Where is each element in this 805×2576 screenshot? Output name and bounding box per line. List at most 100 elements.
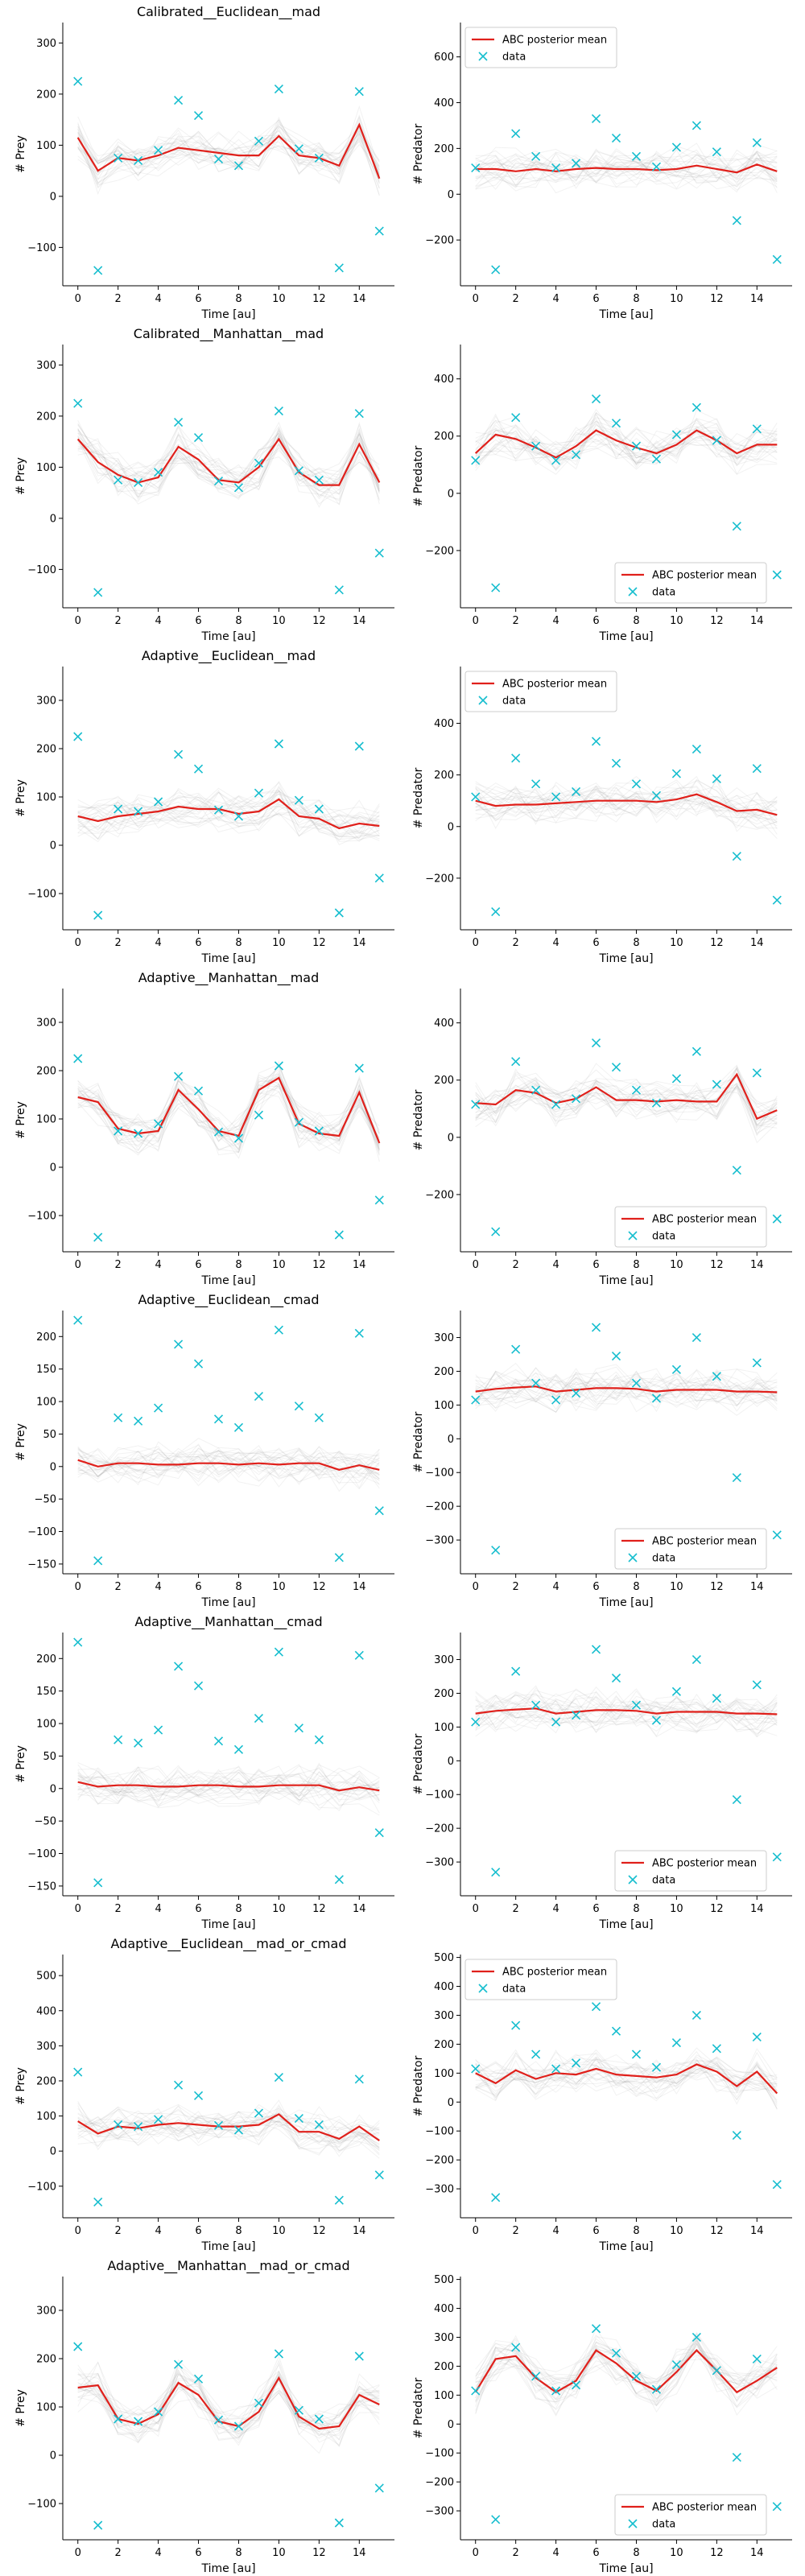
legend-marker-swatch	[478, 696, 488, 705]
y-tick-label: 100	[36, 462, 56, 474]
x-tick-label: 0	[473, 2225, 479, 2237]
legend-label: data	[652, 587, 675, 599]
data-point	[274, 2349, 283, 2359]
x-axis-label: Time [au]	[200, 630, 255, 643]
posterior-sample-line	[475, 1069, 778, 1120]
posterior-mean-line	[475, 1072, 778, 1121]
data-point	[531, 2050, 541, 2059]
data-point	[531, 779, 541, 789]
data-point	[691, 1654, 701, 1665]
data-point	[374, 1195, 384, 1205]
data-point	[213, 476, 224, 486]
posterior-sample-line	[77, 2110, 380, 2154]
data-point	[611, 134, 621, 143]
data-point	[114, 1126, 123, 1136]
y-tick-label: 0	[50, 513, 56, 525]
data-point	[254, 2108, 264, 2118]
x-tick-label: 0	[75, 615, 81, 627]
posterior-sample-line	[77, 793, 380, 840]
posterior-sample-line	[77, 2381, 380, 2434]
data-point	[572, 159, 581, 168]
data-point	[712, 1372, 721, 1381]
data-point	[591, 2002, 601, 2012]
posterior-sample-line	[77, 433, 380, 505]
posterior-mean-line	[77, 1781, 380, 1792]
y-tick-label: −50	[35, 1494, 56, 1506]
data-point	[631, 1700, 642, 1710]
posterior-sample-line	[475, 1699, 778, 1737]
data-point	[671, 142, 681, 152]
data-point	[691, 2332, 701, 2343]
legend-label: data	[502, 696, 526, 708]
y-tick-label: −100	[27, 1211, 56, 1223]
data-point	[752, 1680, 762, 1690]
data-point	[374, 226, 384, 236]
data-point	[631, 151, 642, 161]
y-tick-label: 0	[50, 1461, 56, 1473]
posterior-sample-line	[77, 105, 380, 175]
posterior-sample-line	[475, 153, 778, 184]
y-axis-label: # Predator	[412, 1089, 425, 1150]
x-tick-label: 4	[552, 1259, 559, 1271]
data-point	[752, 764, 762, 774]
posterior-sample-line	[77, 116, 380, 175]
data-point	[73, 1637, 83, 1647]
data-point	[551, 792, 561, 802]
posterior-sample-line	[475, 150, 778, 185]
data-point	[314, 2414, 324, 2424]
x-tick-label: 12	[710, 2547, 724, 2559]
posterior-sample-line	[475, 151, 778, 182]
chart-panel: Adaptive__Euclidean__cmad −150 −100 −50 0 50 1…	[14, 1292, 394, 1609]
data-point	[154, 468, 163, 477]
x-axis-label: Time [au]	[200, 1274, 255, 1287]
x-tick-label: 2	[513, 1581, 519, 1593]
data-point	[491, 1227, 501, 1236]
data-point	[254, 2398, 264, 2408]
x-tick-label: 2	[115, 1581, 122, 1593]
posterior-sample-line	[475, 155, 778, 190]
posterior-sample-line	[77, 133, 380, 196]
data-point	[254, 1714, 264, 1724]
x-axis-label: Time [au]	[598, 630, 653, 643]
data-point	[213, 1127, 224, 1137]
x-tick-label: 14	[353, 937, 366, 949]
x-tick-label: 12	[710, 615, 724, 627]
y-tick-label: 400	[434, 374, 454, 386]
posterior-mean-line	[76, 437, 381, 486]
x-tick-label: 4	[155, 1259, 161, 1271]
posterior-sample-line	[77, 2373, 380, 2454]
data-point	[314, 2120, 324, 2130]
posterior-sample-line	[475, 791, 778, 822]
x-tick-label: 8	[633, 615, 639, 627]
posterior-sample-line	[475, 2340, 778, 2411]
data-point	[213, 2415, 224, 2425]
posterior-sample-line	[77, 1765, 380, 1806]
chart-panel: −300 −200 −100 0 100 200 300 400 500 0 2 4 6 8 10 12 14 T…	[412, 2274, 792, 2575]
chart-panel: Adaptive__Manhattan__cmad −150 −100 −50 0 50 1…	[14, 1614, 394, 1931]
data-point	[551, 1717, 561, 1727]
data-series	[471, 1323, 782, 1555]
y-tick-label: −200	[425, 1189, 454, 1201]
posterior-sample-line	[77, 2355, 380, 2444]
legend: ABC posterior mean data	[614, 1206, 767, 1248]
data-point	[491, 1546, 501, 1555]
x-tick-label: 6	[195, 1903, 201, 1915]
legend-marker-swatch	[628, 1875, 638, 1885]
posterior-sample-line	[77, 1768, 380, 1809]
x-tick-label: 2	[115, 293, 122, 305]
legend: ABC posterior mean data	[614, 1850, 767, 1892]
x-tick-label: 12	[710, 1581, 724, 1593]
x-tick-label: 6	[195, 615, 201, 627]
y-tick-label: −300	[425, 1857, 454, 1869]
posterior-sample-line	[475, 2342, 778, 2407]
posterior-sample-line	[475, 2338, 778, 2402]
posterior-sample-line	[77, 427, 380, 506]
posterior-sample-line	[475, 2056, 778, 2099]
x-tick-label: 6	[195, 1259, 201, 1271]
x-tick-label: 8	[633, 2225, 639, 2237]
posterior-sample-line	[77, 780, 380, 830]
posterior-sample-line	[475, 1696, 778, 1736]
y-tick-label: 200	[36, 1066, 56, 1078]
posterior-sample-line	[77, 1764, 380, 1799]
data-point	[772, 254, 782, 264]
